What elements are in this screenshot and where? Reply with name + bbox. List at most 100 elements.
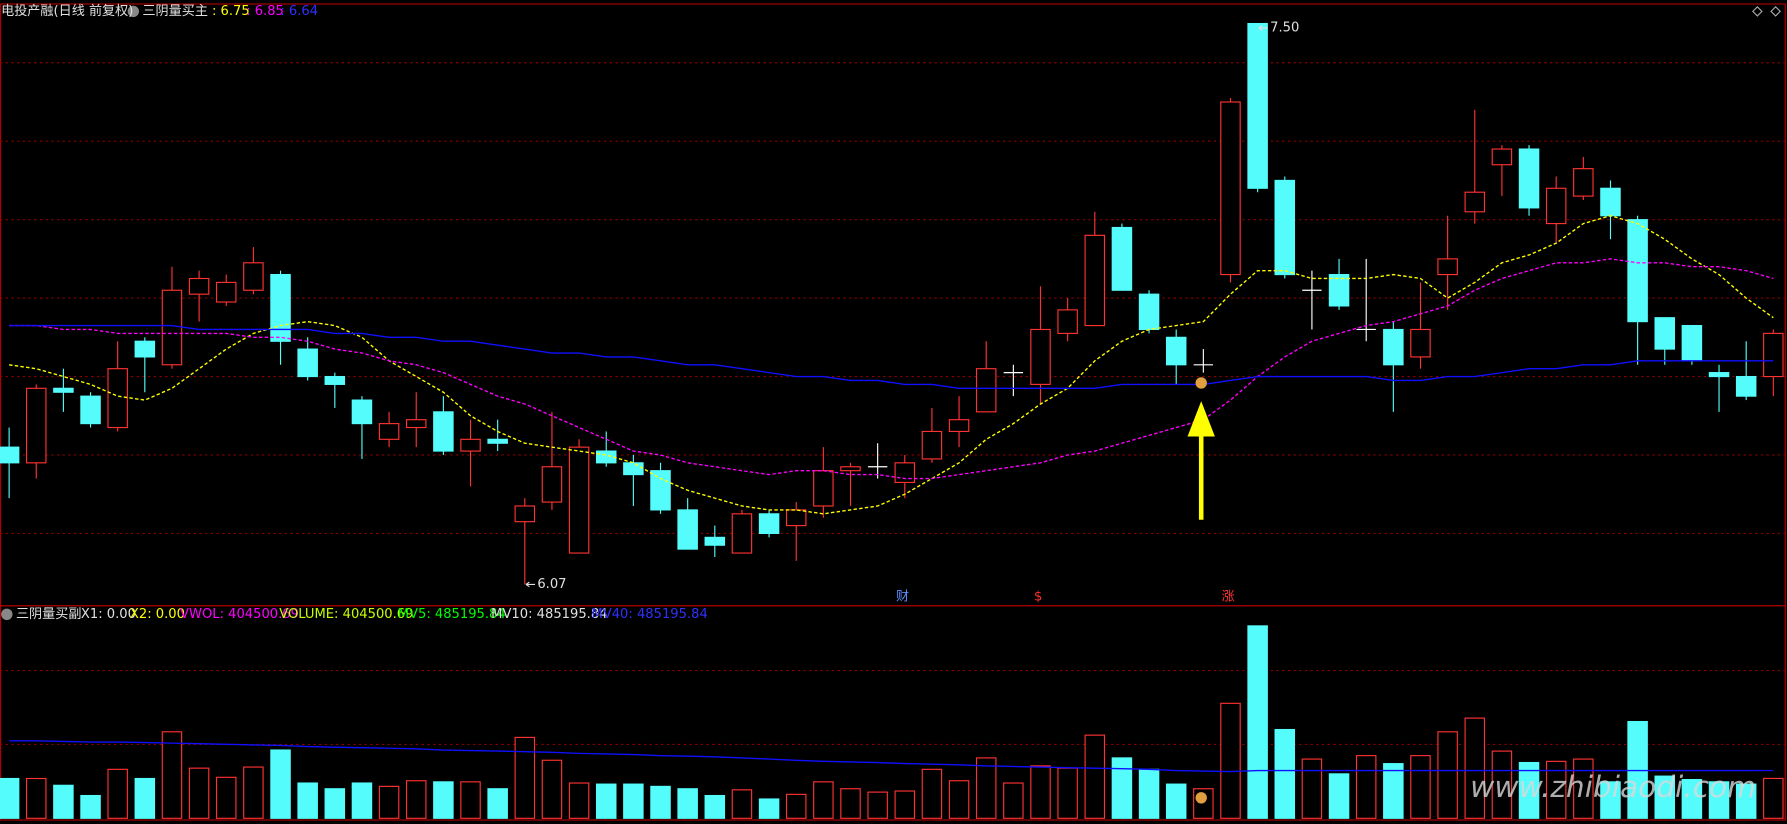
candle-body bbox=[1220, 101, 1241, 276]
candle-body bbox=[1410, 328, 1431, 358]
candle-body bbox=[1247, 22, 1268, 189]
volume-bar bbox=[1573, 758, 1594, 819]
candle-body bbox=[405, 419, 427, 429]
candle-body bbox=[0, 446, 20, 464]
menu-icon[interactable] bbox=[1, 608, 13, 620]
volume-bar bbox=[134, 777, 156, 819]
volume-bar bbox=[53, 784, 74, 819]
signal-marker: 财 bbox=[896, 589, 909, 605]
chart-title: 电投产融(日线 前复权) bbox=[1, 2, 133, 19]
candle-body bbox=[731, 513, 753, 554]
volume-bar bbox=[948, 780, 970, 819]
candle-body bbox=[623, 462, 644, 476]
volume-bar bbox=[731, 789, 753, 819]
header-value: MV5: 485195.84 bbox=[398, 607, 506, 622]
candle-body bbox=[677, 509, 698, 550]
volume-bar bbox=[1735, 783, 1757, 819]
volume-bar bbox=[188, 767, 210, 819]
candle-body bbox=[188, 277, 210, 295]
candle-body bbox=[894, 462, 916, 484]
annotation-arrow bbox=[525, 581, 536, 588]
ma-line bbox=[9, 258, 1774, 480]
candle-body bbox=[1383, 328, 1404, 366]
candle-body bbox=[1111, 226, 1133, 291]
candle-body bbox=[785, 509, 807, 527]
candle-body bbox=[541, 466, 563, 503]
volume-bar bbox=[785, 793, 807, 819]
header-value: : 6.85 bbox=[246, 4, 284, 19]
candle-body bbox=[948, 419, 970, 433]
window-icons[interactable] bbox=[1752, 6, 1781, 17]
volume-bar bbox=[1383, 763, 1404, 819]
candle-body bbox=[921, 430, 943, 460]
candle-body bbox=[378, 423, 400, 440]
candle-body bbox=[650, 470, 671, 511]
volume-bar bbox=[1763, 777, 1784, 819]
volume-bar bbox=[894, 790, 916, 819]
volume-bar bbox=[270, 749, 291, 819]
candle-body bbox=[1681, 324, 1703, 362]
volume-bar bbox=[840, 788, 861, 819]
volume-bar bbox=[1355, 755, 1377, 819]
volume-bar bbox=[541, 759, 563, 819]
candle-body bbox=[1084, 234, 1106, 327]
candle-body bbox=[1763, 332, 1784, 378]
candle-body bbox=[758, 513, 780, 535]
candle-body bbox=[1464, 191, 1486, 213]
volume-bar bbox=[433, 781, 454, 819]
volume-bar bbox=[813, 781, 834, 819]
candle-body bbox=[1573, 168, 1594, 197]
header-value: VWOL: 404500.69 bbox=[180, 607, 299, 622]
frame bbox=[0, 3, 1786, 821]
volume-bar bbox=[297, 782, 318, 819]
volume-bar bbox=[650, 785, 671, 819]
indicator-name: 三阴量买副 bbox=[16, 606, 81, 622]
candle-body bbox=[1735, 375, 1757, 397]
header-value: VOLUME: 404500.69 bbox=[279, 607, 413, 622]
volume-bar bbox=[26, 777, 47, 819]
header-value: MV40: 485195.84 bbox=[591, 607, 707, 622]
volume-bar bbox=[1328, 773, 1350, 819]
volume-bar bbox=[161, 731, 183, 819]
header-value: MV10: 485195.84 bbox=[491, 607, 607, 622]
volume-bar bbox=[1410, 755, 1431, 819]
volume-bar bbox=[243, 766, 264, 819]
candle-body bbox=[1627, 219, 1648, 323]
ma-line bbox=[9, 324, 1774, 389]
candle-body bbox=[1328, 273, 1350, 307]
annotation: 7.50 bbox=[1270, 21, 1299, 36]
volume-bar bbox=[1057, 767, 1078, 819]
candle-body bbox=[1030, 328, 1051, 385]
candle-body bbox=[243, 262, 264, 291]
candle-body bbox=[487, 438, 508, 444]
candle-body bbox=[53, 387, 74, 393]
volume-bar bbox=[1491, 750, 1513, 819]
volume-bar bbox=[1084, 734, 1106, 819]
volume-bar bbox=[107, 768, 128, 819]
arrow-head bbox=[1187, 401, 1215, 437]
candle-body bbox=[1708, 372, 1730, 378]
volume-bar bbox=[758, 798, 780, 819]
volume-bar bbox=[324, 788, 346, 819]
candle-body bbox=[568, 446, 590, 554]
volume-bar bbox=[568, 782, 590, 819]
volume-bar bbox=[514, 736, 536, 819]
volume-bar bbox=[1030, 765, 1051, 819]
candle-body bbox=[460, 438, 481, 452]
candle-body bbox=[1437, 258, 1458, 276]
volume-bar bbox=[1464, 717, 1486, 819]
money-bag-icon bbox=[1195, 377, 1207, 389]
candle-body bbox=[704, 536, 726, 546]
volume-bar bbox=[595, 783, 617, 819]
menu-icon[interactable] bbox=[127, 5, 140, 18]
candle-body bbox=[80, 395, 101, 425]
candle-body bbox=[840, 466, 861, 472]
volume-bar bbox=[1003, 782, 1024, 819]
volume-bar bbox=[677, 788, 698, 819]
volume-bar bbox=[1600, 781, 1621, 819]
candle-body bbox=[514, 505, 536, 523]
candle-body bbox=[297, 348, 318, 378]
